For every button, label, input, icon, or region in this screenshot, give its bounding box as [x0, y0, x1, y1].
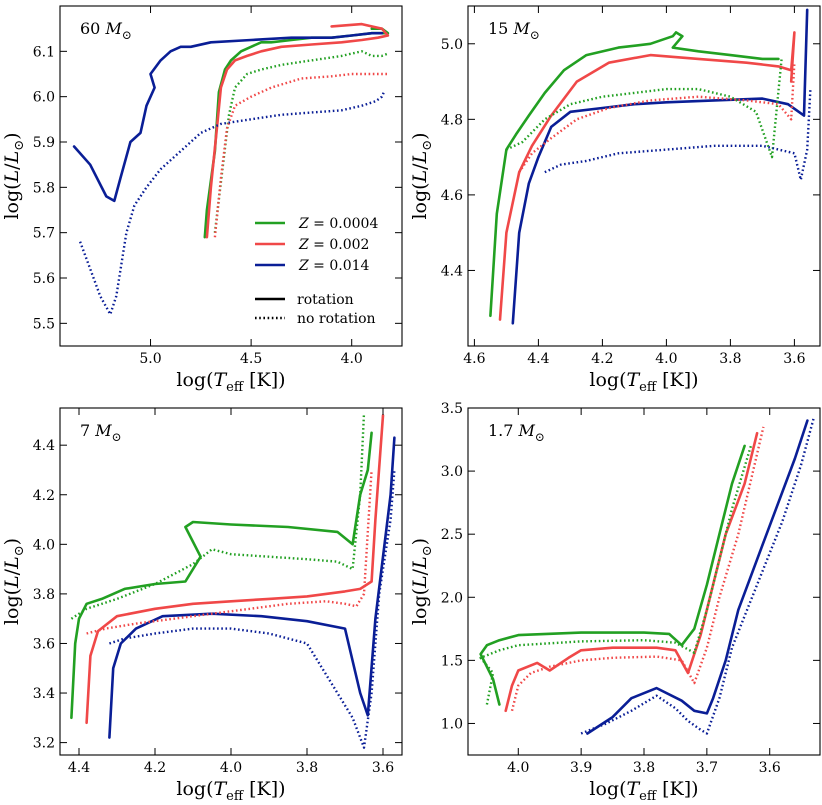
plot-frame	[59, 5, 403, 347]
x-axis-label: log(Teff [K])	[589, 778, 698, 800]
y-tick-label: 1.5	[441, 653, 463, 669]
track-rotation-2	[511, 8, 809, 325]
x-tick-label: 3.8	[296, 760, 318, 776]
track-rotation-1	[85, 414, 385, 725]
x-tick-label: 4.0	[220, 760, 242, 776]
track-no-rotation-3	[505, 58, 783, 159]
panel-mass-label: 15 M⊙	[488, 19, 540, 42]
track-rotation-0	[70, 431, 373, 720]
y-tick-label: 2.5	[441, 527, 463, 543]
y-axis-label: log(L/L⊙)	[409, 132, 435, 219]
track-rotation-0	[479, 444, 746, 706]
series-group	[70, 412, 396, 749]
x-tick-label: 4.2	[144, 760, 166, 776]
y-tick-label: 4.0	[33, 537, 55, 553]
x-axis-label: log(Teff [K])	[176, 778, 285, 800]
y-tick-label: 5.8	[33, 180, 55, 196]
track-no-rotation-3	[479, 445, 753, 705]
y-tick-label: 5.6	[33, 271, 55, 287]
y-tick-label: 3.2	[33, 736, 55, 752]
x-tick-label: 4.0	[507, 760, 529, 776]
track-no-rotation-4	[213, 72, 388, 238]
x-tick-label: 3.6	[372, 760, 394, 776]
legend-label: Z = 0.002	[298, 237, 369, 253]
series-group	[72, 22, 390, 316]
track-rotation-2	[108, 436, 396, 739]
y-tick-label: 3.5	[441, 401, 463, 417]
y-tick-label: 2.0	[441, 590, 463, 606]
x-tick-label: 4.5	[240, 351, 262, 367]
track-no-rotation-3	[70, 412, 366, 620]
x-tick-label: 4.0	[341, 351, 363, 367]
y-tick-label: 3.4	[33, 686, 55, 702]
y-tick-label: 5.7	[33, 226, 55, 242]
plot-frame	[467, 5, 821, 347]
track-no-rotation-4	[86, 469, 373, 635]
x-tick-label: 3.9	[570, 760, 592, 776]
legend-label: Z = 0.014	[298, 258, 370, 274]
y-tick-label: 5.0	[441, 37, 463, 53]
x-tick-label: 4.2	[591, 351, 613, 367]
x-tick-label: 4.0	[655, 351, 677, 367]
y-tick-label: 1.0	[441, 716, 463, 732]
x-tick-label: 3.7	[696, 760, 718, 776]
y-tick-label: 4.6	[441, 188, 463, 204]
panel-mass-label: 1.7 M⊙	[488, 421, 545, 444]
y-tick-label: 6.0	[33, 90, 55, 106]
y-axis-label: log(L/L⊙)	[1, 538, 27, 625]
y-tick-label: 4.4	[441, 263, 463, 279]
track-no-rotation-4	[510, 426, 765, 712]
panel-mass-label: 7 M⊙	[80, 421, 122, 444]
panel-mass-label: 60 M⊙	[80, 19, 132, 42]
plot-frame	[467, 407, 821, 756]
y-tick-label: 3.8	[33, 587, 55, 603]
x-axis-label: log(Teff [K])	[176, 369, 285, 395]
track-rotation-2	[72, 31, 384, 203]
x-tick-label: 3.8	[719, 351, 741, 367]
y-tick-label: 4.8	[441, 112, 463, 128]
x-tick-label: 4.4	[68, 760, 90, 776]
y-tick-label: 6.1	[33, 44, 55, 60]
track-no-rotation-5	[544, 89, 812, 182]
x-tick-label: 3.6	[759, 760, 781, 776]
track-rotation-1	[498, 31, 796, 321]
x-tick-label: 4.6	[463, 351, 485, 367]
track-rotation-1	[504, 431, 759, 713]
legend: Z = 0.0004 Z = 0.002 Z = 0.014 rotation no r…	[255, 216, 378, 327]
track-rotation-2	[586, 419, 809, 735]
track-rotation-0	[489, 31, 780, 318]
y-axis-label: log(L/L⊙)	[409, 538, 435, 625]
track-rotation-1	[205, 22, 390, 239]
track-no-rotation-3	[213, 50, 389, 233]
panel-3: 4.4 4.2 4.0 3.8 3.6 3.2 3.4 3.6 3.8 4.0 4.2 4.4 log(…	[1, 407, 403, 804]
track-rotation-0	[203, 27, 390, 239]
x-tick-label: 5.0	[139, 351, 161, 367]
y-tick-label: 5.5	[33, 316, 55, 332]
y-tick-label: 3.6	[33, 636, 55, 652]
y-axis-label: log(L/L⊙)	[1, 132, 27, 219]
x-axis-label: log(Teff [K])	[589, 369, 698, 395]
x-tick-label: 4.4	[527, 351, 549, 367]
series-group	[479, 417, 815, 735]
y-tick-label: 4.2	[33, 488, 55, 504]
y-tick-label: 4.4	[33, 438, 55, 454]
panel-4: 4.03.93.83.73.63.51.01.52.02.53.03.5log(…	[409, 401, 822, 804]
legend-style-label: rotation	[297, 292, 354, 308]
track-no-rotation-4	[518, 62, 796, 173]
track-no-rotation-5	[78, 91, 386, 316]
legend-style-label: no rotation	[297, 311, 376, 327]
x-tick-label: 3.8	[633, 760, 655, 776]
legend-label: Z = 0.0004	[298, 216, 378, 232]
panel-1: 5.0 4.5 4.0 5.5 5.6 5.7 5.8 5.9 6.0 6.1 log(Teff […	[1, 5, 403, 395]
track-no-rotation-5	[580, 417, 815, 735]
series-group	[489, 8, 812, 325]
y-tick-label: 3.0	[441, 464, 463, 480]
y-tick-label: 5.9	[33, 135, 55, 151]
panel-2: 4.6 4.4 4.2 4.0 3.8 3.6 4.4 4.6 4.8 5.0 log(Teff […	[409, 5, 821, 395]
x-tick-label: 3.6	[783, 351, 805, 367]
